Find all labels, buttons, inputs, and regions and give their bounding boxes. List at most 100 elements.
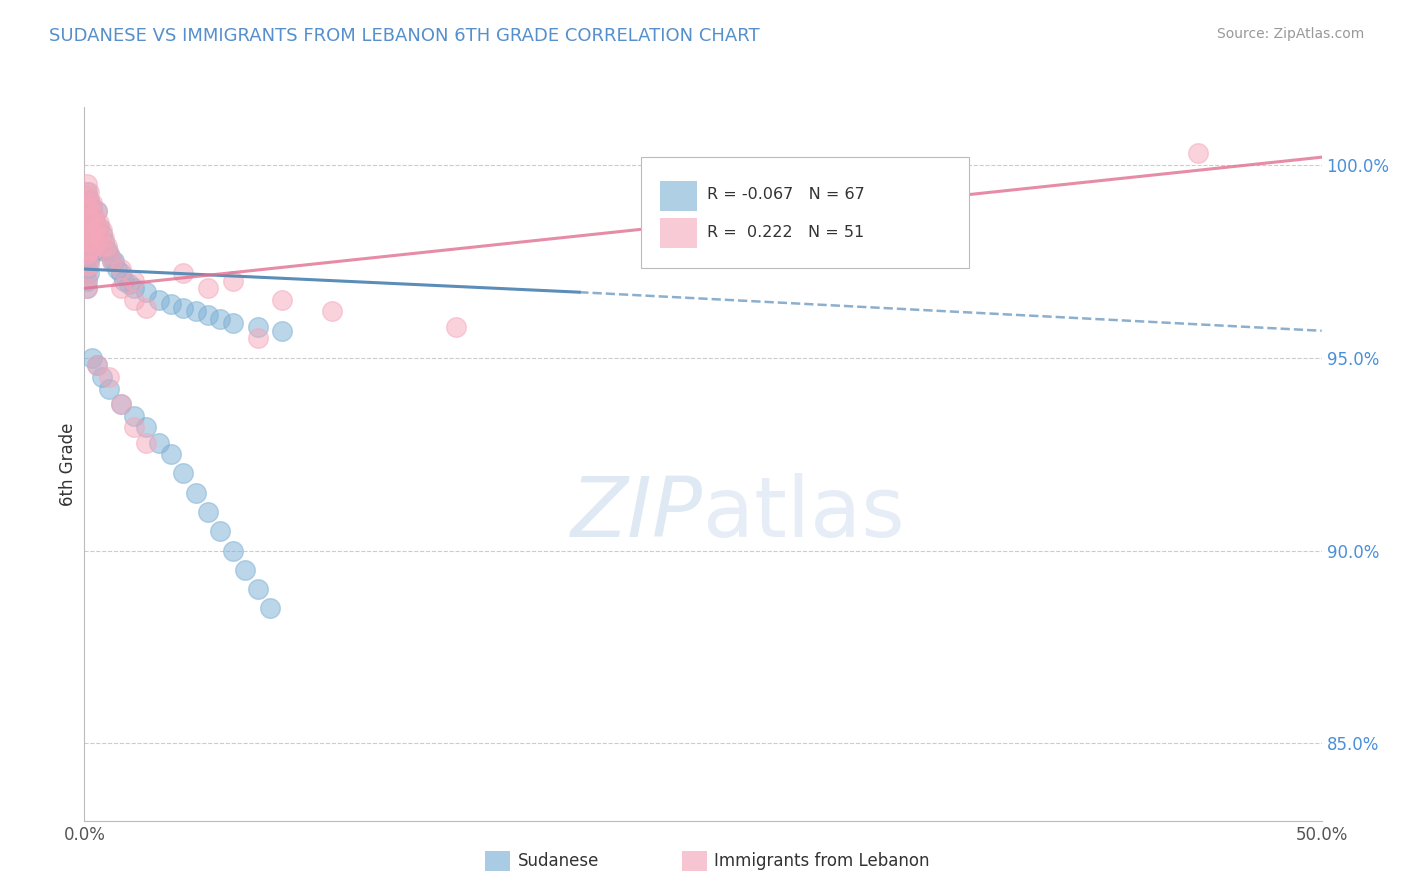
- Point: [135, 301, 157, 315]
- Point: [233, 563, 256, 577]
- Point: [172, 467, 194, 481]
- Y-axis label: 6th Grade: 6th Grade: [59, 422, 77, 506]
- Point: [110, 281, 132, 295]
- Point: [89, 235, 111, 249]
- Point: [76, 227, 98, 242]
- Point: [79, 223, 101, 237]
- Point: [79, 239, 101, 253]
- Point: [110, 397, 132, 411]
- Point: [86, 204, 108, 219]
- Point: [103, 254, 125, 268]
- Point: [172, 301, 194, 315]
- Bar: [659, 180, 697, 211]
- Point: [80, 351, 103, 365]
- Point: [79, 193, 101, 207]
- Bar: [659, 219, 697, 248]
- Point: [98, 246, 121, 260]
- Point: [79, 266, 101, 280]
- Text: Immigrants from Lebanon: Immigrants from Lebanon: [714, 852, 929, 870]
- Point: [86, 359, 108, 373]
- Point: [246, 582, 269, 597]
- Point: [76, 204, 98, 219]
- Point: [79, 227, 101, 242]
- Text: R =  0.222   N = 51: R = 0.222 N = 51: [707, 225, 863, 240]
- Point: [271, 293, 294, 307]
- Point: [76, 274, 98, 288]
- Point: [80, 200, 103, 214]
- Point: [80, 231, 103, 245]
- Point: [122, 281, 145, 295]
- Point: [86, 219, 108, 234]
- Point: [86, 223, 108, 237]
- Point: [96, 243, 118, 257]
- Point: [122, 293, 145, 307]
- Point: [148, 293, 170, 307]
- Point: [96, 239, 118, 253]
- Point: [90, 227, 112, 242]
- Point: [90, 370, 112, 384]
- Point: [79, 258, 101, 272]
- Point: [135, 435, 157, 450]
- Point: [1187, 146, 1209, 161]
- Point: [86, 204, 108, 219]
- Point: [76, 211, 98, 226]
- Point: [83, 223, 105, 237]
- Point: [197, 505, 219, 519]
- Point: [76, 281, 98, 295]
- Point: [79, 196, 101, 211]
- Point: [89, 216, 111, 230]
- Point: [135, 285, 157, 300]
- Point: [98, 246, 121, 260]
- Point: [79, 254, 101, 268]
- Point: [110, 397, 132, 411]
- Point: [110, 262, 132, 277]
- Point: [79, 211, 101, 226]
- Point: [80, 227, 103, 242]
- Point: [86, 359, 108, 373]
- Point: [110, 266, 132, 280]
- Point: [93, 235, 115, 249]
- Point: [80, 216, 103, 230]
- Point: [79, 185, 101, 199]
- Point: [89, 231, 111, 245]
- Point: [83, 211, 105, 226]
- Point: [148, 435, 170, 450]
- Point: [118, 277, 141, 292]
- Point: [100, 254, 122, 268]
- Point: [76, 177, 98, 191]
- Point: [76, 251, 98, 265]
- Point: [197, 309, 219, 323]
- Point: [83, 227, 105, 242]
- Point: [184, 485, 207, 500]
- Point: [76, 246, 98, 260]
- Point: [172, 266, 194, 280]
- Text: Sudanese: Sudanese: [517, 852, 599, 870]
- Point: [105, 262, 128, 277]
- Point: [222, 274, 245, 288]
- Point: [160, 447, 183, 461]
- Point: [86, 239, 108, 253]
- Point: [76, 281, 98, 295]
- Point: [135, 420, 157, 434]
- Point: [209, 312, 232, 326]
- Point: [83, 239, 105, 253]
- Point: [98, 382, 121, 396]
- Point: [83, 208, 105, 222]
- Point: [259, 601, 281, 615]
- Text: R = -0.067   N = 67: R = -0.067 N = 67: [707, 187, 865, 202]
- Point: [122, 420, 145, 434]
- Point: [76, 262, 98, 277]
- Point: [76, 223, 98, 237]
- Point: [90, 239, 112, 253]
- Point: [122, 274, 145, 288]
- Point: [76, 200, 98, 214]
- Point: [76, 185, 98, 199]
- Point: [246, 319, 269, 334]
- Point: [89, 219, 111, 234]
- Point: [112, 274, 135, 288]
- Point: [80, 246, 103, 260]
- Point: [80, 196, 103, 211]
- Point: [80, 243, 103, 257]
- Text: ZIP: ZIP: [571, 474, 703, 554]
- Point: [222, 316, 245, 330]
